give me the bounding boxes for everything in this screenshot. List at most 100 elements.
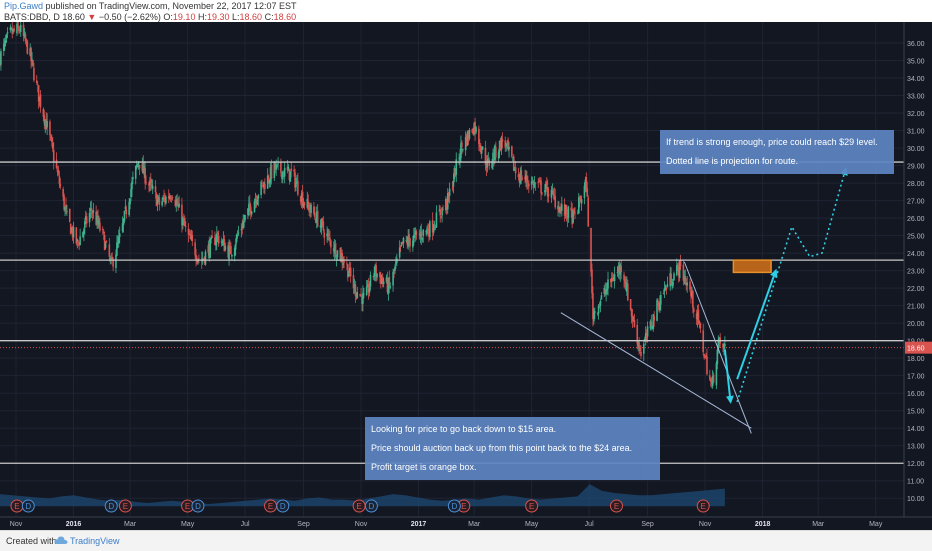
y-tick-label: 11.00 [907,479,924,486]
candle-body [39,94,42,108]
candle-body [91,212,94,214]
candle-body [500,137,503,150]
candle [253,198,256,213]
candle [386,271,389,295]
candle [544,183,546,197]
candle [445,196,447,214]
x-axis-panel [0,517,932,530]
candle-body [249,201,251,208]
y-tick-label: 29.00 [907,164,925,171]
candle [242,214,245,230]
candle-body [427,228,429,233]
candle-body [51,142,54,149]
candle-body [547,194,550,196]
candle-body [347,274,350,277]
candle-body [33,67,35,81]
candle [263,181,265,194]
candle [632,315,635,322]
candle-body [603,288,606,294]
candle-body [405,240,408,241]
tradingview-brand-link[interactable]: TradingView [70,536,120,546]
price-chart[interactable]: If trend is strong enough, price could r… [0,22,932,530]
candle-body [19,24,22,32]
candle [65,197,67,215]
move-arrow [736,268,778,380]
candle-body [475,127,477,133]
candle [541,192,543,196]
candle [665,287,668,295]
candle [347,270,350,277]
candle [560,203,562,214]
candle [385,274,388,284]
candle-body [385,277,388,282]
candle [164,192,166,207]
candle [512,157,514,162]
candle-body [557,205,559,210]
high-label: H: [197,12,207,22]
candle [380,271,382,289]
publish-line: Pip.Gawd published on TradingView.com, N… [4,1,297,11]
candle-body [150,184,153,188]
y-tick-label: 13.00 [907,444,925,451]
candle [613,266,616,289]
candle-body [532,180,535,188]
candle [117,229,120,248]
candle-body [101,229,104,230]
candle [630,308,633,324]
candle [381,273,384,288]
candle-body [514,167,517,174]
candle [550,185,553,203]
author-link[interactable]: Pip.Gawd [4,1,44,11]
candle [270,159,273,185]
candle [517,167,520,181]
candle [686,276,688,293]
candle [44,119,47,134]
candle [712,372,715,384]
candle [165,195,167,205]
candle-body [355,294,358,296]
candle-body [374,265,376,275]
candle [348,261,351,277]
candle-body [640,352,642,357]
candle-body [188,233,191,235]
candle-body [409,238,411,246]
candle [649,319,652,331]
candle [672,278,674,288]
candle [598,302,601,309]
candle [24,31,27,45]
candle [187,223,190,243]
candle-body [553,194,556,197]
candle [150,178,153,190]
candle-body [406,240,409,245]
candle [228,239,230,266]
candle [78,241,80,250]
candle-body [567,206,570,218]
candle [616,266,619,277]
candle [558,201,560,213]
candle-body [9,27,12,30]
candle-body [297,180,299,195]
candle-body [261,182,263,184]
candle [506,140,508,150]
candle [122,218,125,233]
candle [394,264,396,275]
candle [610,272,613,288]
candle-body [380,278,383,285]
candle-body [183,217,186,227]
candle-body [512,157,514,159]
candle-body [89,208,92,211]
candle [75,226,78,246]
candle-body [505,143,508,147]
candle [392,268,394,292]
candle-body [517,174,520,178]
candle-body [32,60,34,66]
candle [98,215,100,229]
candle [644,326,647,346]
candle-body [473,123,475,135]
candle-body [631,316,634,321]
candle [194,238,196,259]
candle-body [624,279,626,284]
candle [564,204,567,219]
candle [620,260,623,280]
open-label: O: [163,12,173,22]
